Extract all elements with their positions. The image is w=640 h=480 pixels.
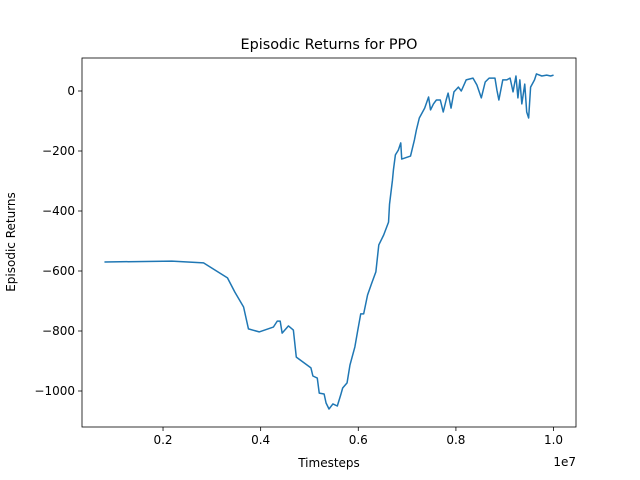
chart-title: Episodic Returns for PPO <box>240 37 417 53</box>
y-tick-label: −1000 <box>34 384 75 398</box>
x-axis-label: Timesteps <box>297 456 360 470</box>
data-line <box>104 73 554 410</box>
y-tick-label: −800 <box>42 324 75 338</box>
y-tick-label: −600 <box>42 264 75 278</box>
x-tick-label: 0.8 <box>446 433 465 447</box>
y-tick-label: 0 <box>67 84 75 98</box>
y-axis-label: Episodic Returns <box>4 192 18 292</box>
x-tick-label: 0.4 <box>251 433 270 447</box>
y-tick-label: −400 <box>42 204 75 218</box>
x-offset-label: 1e7 <box>553 455 576 469</box>
x-tick-label: 1.0 <box>544 433 563 447</box>
x-tick-label: 0.2 <box>153 433 172 447</box>
plot-frame <box>81 57 577 428</box>
x-tick-label: 0.6 <box>349 433 368 447</box>
y-tick-label: −200 <box>42 144 75 158</box>
